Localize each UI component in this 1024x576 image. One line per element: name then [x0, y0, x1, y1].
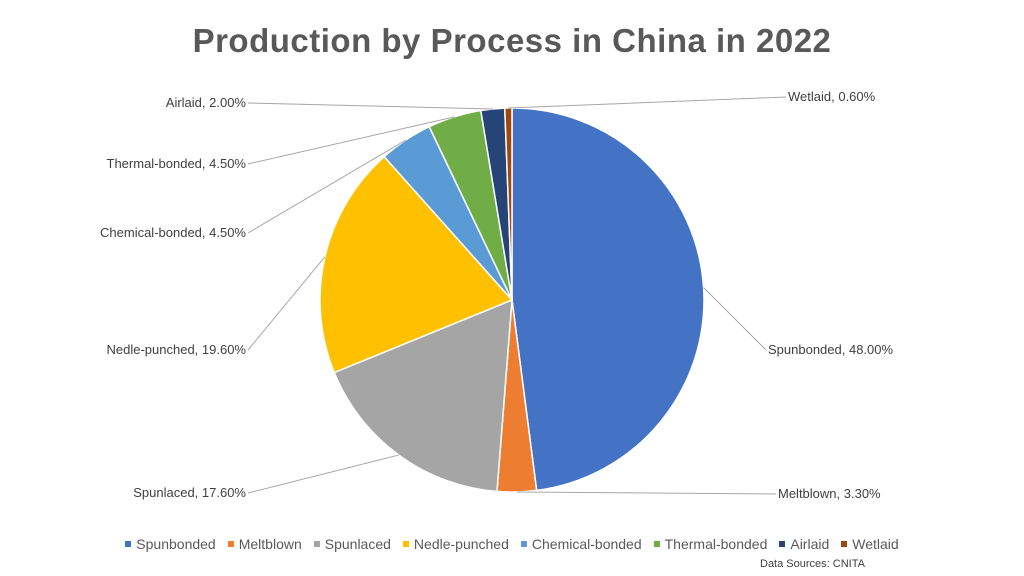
data-label: Spunbonded, 48.00%	[768, 342, 893, 357]
legend-swatch	[402, 541, 409, 548]
legend-entry: Wetlaid	[841, 536, 899, 552]
data-label: Wetlaid, 0.60%	[788, 89, 876, 104]
leader-line	[247, 139, 406, 234]
legend-entry: Spunbonded	[125, 536, 216, 552]
legend-swatch	[313, 541, 320, 548]
legend-swatch	[520, 541, 527, 548]
chart-title: Production by Process in China in 2022	[192, 22, 832, 59]
leader-line	[516, 491, 777, 495]
data-label: Airlaid, 2.00%	[166, 95, 247, 110]
pie-chart: Spunbonded, 48.00% Meltblown, 3.30% Spunla…	[100, 89, 893, 501]
legend-entry: Nedle-punched	[402, 536, 509, 552]
data-label: Chemical-bonded, 4.50%	[100, 225, 246, 240]
legend-entry: Thermal-bonded	[653, 536, 768, 552]
data-source-note: Data Sources: CNITA	[760, 558, 865, 570]
leader-lines	[247, 96, 787, 495]
legend-label: Wetlaid	[852, 536, 899, 552]
data-label: Nedle-punched, 19.60%	[107, 342, 247, 357]
legend-swatch	[841, 541, 848, 548]
pie-slice-nedle-punched	[319, 155, 514, 374]
pie-slice-spunbonded	[511, 107, 705, 492]
data-labels: Spunbonded, 48.00% Meltblown, 3.30% Spunla…	[100, 89, 893, 501]
legend-swatch	[125, 541, 132, 548]
pie-slices	[319, 107, 705, 493]
leader-line	[247, 454, 399, 494]
leader-line	[247, 256, 326, 351]
legend-entry: Airlaid	[779, 536, 829, 552]
legend-label: Spunlaced	[324, 536, 391, 552]
legend-swatch	[653, 541, 660, 548]
legend-entry: Chemical-bonded	[520, 536, 642, 552]
legend-swatch	[227, 541, 234, 548]
pie-slice-spunlaced	[333, 298, 513, 493]
leader-line	[703, 287, 767, 351]
legend-label: Chemical-bonded	[531, 536, 642, 552]
legend: Spunbonded Meltblown Spunlaced Nedle-punche…	[0, 536, 1024, 552]
leader-line	[508, 96, 787, 109]
leader-line	[247, 116, 455, 165]
legend-label: Thermal-bonded	[664, 536, 768, 552]
data-label: Meltblown, 3.30%	[778, 486, 881, 501]
data-label: Spunlaced, 17.60%	[133, 485, 246, 500]
legend-swatch	[779, 541, 786, 548]
legend-label: Nedle-punched	[413, 536, 509, 552]
legend-entry: Meltblown	[227, 536, 302, 552]
legend-entry: Spunlaced	[313, 536, 391, 552]
data-label: Thermal-bonded, 4.50%	[107, 156, 247, 171]
legend-label: Spunbonded	[136, 536, 216, 552]
leader-line	[247, 102, 493, 110]
legend-label: Airlaid	[790, 536, 830, 552]
legend-label: Meltblown	[238, 536, 302, 552]
